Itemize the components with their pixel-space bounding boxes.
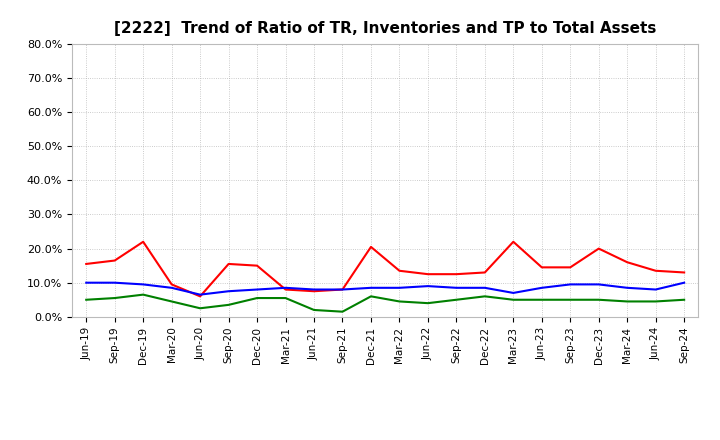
- Inventories: [680, 280, 688, 285]
- Trade Payables: [652, 299, 660, 304]
- Inventories: [196, 292, 204, 297]
- Trade Receivables: [225, 261, 233, 267]
- Inventories: [167, 285, 176, 290]
- Trade Receivables: [310, 289, 318, 294]
- Trade Payables: [509, 297, 518, 302]
- Inventories: [423, 283, 432, 289]
- Trade Payables: [566, 297, 575, 302]
- Trade Payables: [225, 302, 233, 308]
- Trade Payables: [139, 292, 148, 297]
- Trade Receivables: [366, 244, 375, 249]
- Inventories: [338, 287, 347, 292]
- Trade Receivables: [110, 258, 119, 263]
- Trade Payables: [623, 299, 631, 304]
- Title: [2222]  Trend of Ratio of TR, Inventories and TP to Total Assets: [2222] Trend of Ratio of TR, Inventories…: [114, 21, 657, 36]
- Trade Receivables: [566, 265, 575, 270]
- Inventories: [310, 287, 318, 292]
- Trade Receivables: [423, 271, 432, 277]
- Inventories: [282, 285, 290, 290]
- Trade Receivables: [623, 260, 631, 265]
- Inventories: [537, 285, 546, 290]
- Inventories: [623, 285, 631, 290]
- Trade Receivables: [680, 270, 688, 275]
- Inventories: [139, 282, 148, 287]
- Trade Payables: [537, 297, 546, 302]
- Inventories: [652, 287, 660, 292]
- Trade Payables: [196, 306, 204, 311]
- Inventories: [452, 285, 461, 290]
- Trade Receivables: [167, 282, 176, 287]
- Line: Inventories: Inventories: [86, 282, 684, 295]
- Trade Receivables: [282, 287, 290, 292]
- Trade Payables: [395, 299, 404, 304]
- Inventories: [480, 285, 489, 290]
- Trade Receivables: [196, 294, 204, 299]
- Trade Payables: [110, 295, 119, 301]
- Trade Receivables: [537, 265, 546, 270]
- Inventories: [82, 280, 91, 285]
- Inventories: [395, 285, 404, 290]
- Trade Payables: [338, 309, 347, 314]
- Trade Payables: [282, 295, 290, 301]
- Line: Trade Receivables: Trade Receivables: [86, 242, 684, 297]
- Trade Payables: [595, 297, 603, 302]
- Trade Payables: [366, 294, 375, 299]
- Inventories: [225, 289, 233, 294]
- Trade Receivables: [595, 246, 603, 251]
- Trade Payables: [680, 297, 688, 302]
- Trade Payables: [82, 297, 91, 302]
- Trade Receivables: [82, 261, 91, 267]
- Trade Payables: [310, 307, 318, 312]
- Trade Receivables: [452, 271, 461, 277]
- Inventories: [253, 287, 261, 292]
- Trade Receivables: [338, 287, 347, 292]
- Trade Receivables: [139, 239, 148, 244]
- Line: Trade Payables: Trade Payables: [86, 295, 684, 312]
- Trade Payables: [452, 297, 461, 302]
- Trade Receivables: [509, 239, 518, 244]
- Trade Receivables: [652, 268, 660, 273]
- Inventories: [366, 285, 375, 290]
- Trade Payables: [253, 295, 261, 301]
- Inventories: [110, 280, 119, 285]
- Trade Receivables: [253, 263, 261, 268]
- Inventories: [509, 290, 518, 296]
- Trade Payables: [423, 301, 432, 306]
- Trade Payables: [167, 299, 176, 304]
- Inventories: [566, 282, 575, 287]
- Trade Receivables: [395, 268, 404, 273]
- Inventories: [595, 282, 603, 287]
- Trade Receivables: [480, 270, 489, 275]
- Trade Payables: [480, 294, 489, 299]
